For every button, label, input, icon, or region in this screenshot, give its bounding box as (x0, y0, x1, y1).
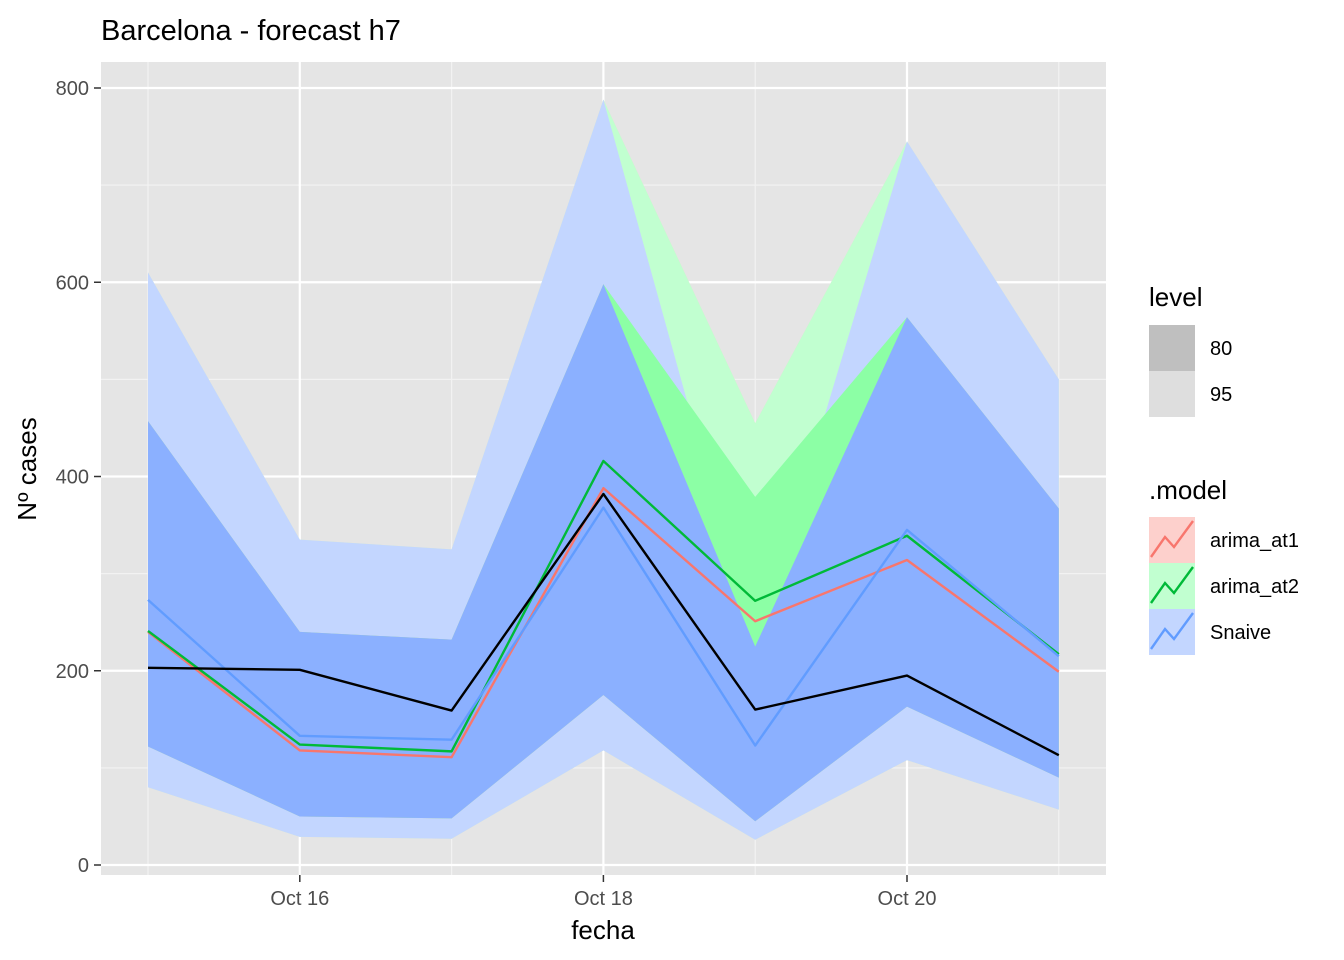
legend-model-key (1149, 563, 1195, 609)
legend-model-swatch-line (1150, 520, 1194, 558)
x-tick-label: Oct 16 (270, 888, 329, 910)
legend-model-key (1149, 517, 1195, 563)
Snaive-80-band (148, 284, 1059, 822)
legend-model-label: Snaive (1210, 622, 1271, 644)
legend-level-label: 80 (1210, 338, 1232, 360)
y-tick-label: 600 (56, 272, 89, 294)
actual-line (147, 492, 1060, 757)
y-tick-label: 400 (56, 467, 89, 489)
x-tick-label: Oct 20 (878, 888, 937, 910)
legend-level-key (1149, 371, 1195, 417)
x-tick-label: Oct 18 (574, 888, 633, 910)
legend-model-swatch-line (1150, 612, 1194, 650)
chart-title: Barcelona - forecast h7 (101, 15, 401, 47)
y-axis: 0 200 400 600 800 (56, 78, 101, 877)
arima_at2-line (147, 459, 1060, 753)
legend-level: level 80 95 (1149, 282, 1232, 417)
legend-model-title: .model (1149, 475, 1227, 505)
prediction-bands (148, 99, 1059, 840)
arima_at1-line (147, 486, 1060, 759)
y-tick-label: 0 (78, 855, 89, 877)
legend-level-title: level (1149, 282, 1202, 312)
legend-model-swatch-line (1150, 566, 1194, 604)
x-axis-title: fecha (571, 915, 635, 945)
Snaive-line (147, 506, 1060, 747)
legend-level-label: 95 (1210, 384, 1232, 406)
y-axis-title: Nº cases (12, 417, 42, 520)
legend-model-key (1149, 609, 1195, 655)
y-tick-label: 800 (56, 78, 89, 100)
series-lines (147, 459, 1060, 759)
y-tick-label: 200 (56, 661, 89, 683)
legend-model-label: arima_at1 (1210, 530, 1299, 552)
legend-level-key (1149, 325, 1195, 371)
x-axis: Oct 16 Oct 18 Oct 20 (270, 875, 936, 910)
legend-model-label: arima_at2 (1210, 576, 1299, 598)
legend-model: .model arima_at1 arima_at2 Snaive (1149, 475, 1299, 655)
